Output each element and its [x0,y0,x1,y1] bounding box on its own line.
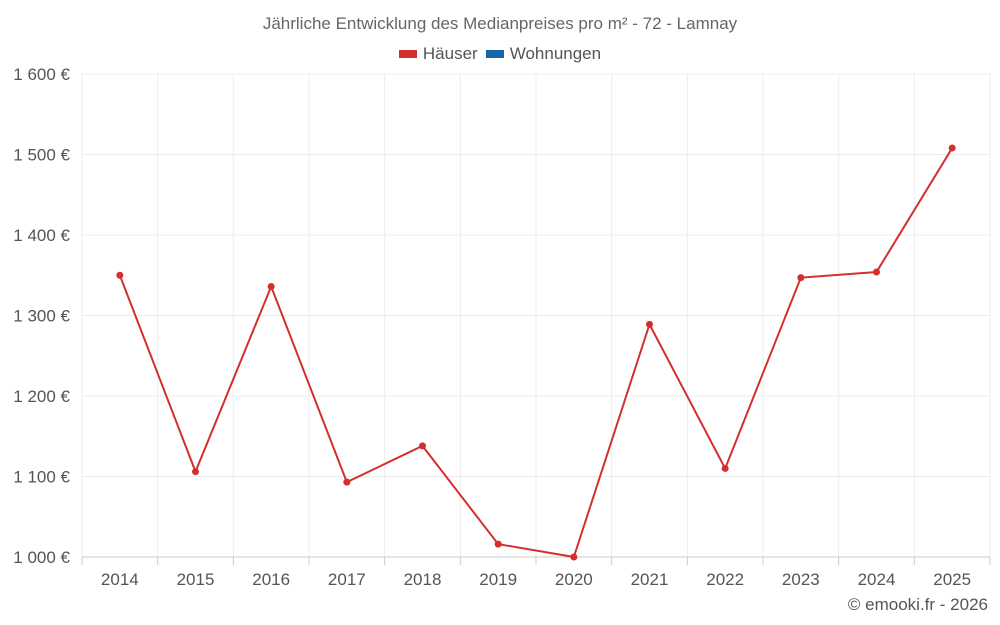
legend-swatch-wohnungen [485,50,504,58]
x-tick-label: 2022 [706,570,744,589]
data-point [267,283,275,291]
x-tick-label: 2014 [101,570,139,589]
x-tick-label: 2023 [782,570,820,589]
data-point [192,468,199,476]
y-tick-label: 1 000 € [13,548,70,567]
series-line-0 [118,147,954,559]
legend-item-wohnungen[interactable]: Wohnungen [485,44,602,64]
series-layer [116,144,956,561]
data-point [948,144,956,152]
y-tick-label: 1 300 € [13,307,70,326]
legend-label-wohnungen: Wohnungen [509,44,602,63]
chart-title: Jährliche Entwicklung des Medianpreises … [262,14,738,33]
data-point [343,478,351,486]
y-tick-label: 1 600 € [13,65,70,84]
y-tick-label: 1 400 € [13,226,70,245]
y-tick-label: 1 100 € [13,468,70,487]
x-tick-label: 2017 [328,570,366,589]
data-point [494,540,502,548]
legend-label-haeuser: Häuser [422,44,478,63]
grid-lines [81,73,991,557]
x-tick-label: 2015 [177,570,215,589]
y-tick-label: 1 200 € [13,387,70,406]
data-point [570,553,578,561]
footer-credit: © emooki.fr - 2026 [847,595,988,614]
x-tick-label: 2024 [858,570,896,589]
legend-item-haeuser[interactable]: Häuser [398,44,478,64]
x-tick-label: 2016 [252,570,290,589]
data-point [646,320,653,328]
x-tick-label: 2021 [631,570,669,589]
x-axis: 2014 2015 2016 2017 2018 2019 2020 2021 2022 2023… [81,556,991,589]
data-point [721,464,729,472]
chart-legend: Häuser Wohnungen [0,44,1000,64]
data-point [797,274,805,282]
y-tick-label: 1 500 € [13,146,70,165]
y-axis: 1 000 € 1 100 € 1 200 € 1 300 € 1 400 € 1 500… [13,65,70,567]
x-tick-label: 2025 [933,570,971,589]
data-point [873,268,880,276]
x-tick-label: 2018 [404,570,442,589]
x-tick-label: 2020 [555,570,593,589]
legend-swatch-haeuser [398,50,417,58]
data-point [116,271,124,279]
data-point [419,442,426,450]
x-tick-label: 2019 [479,570,517,589]
